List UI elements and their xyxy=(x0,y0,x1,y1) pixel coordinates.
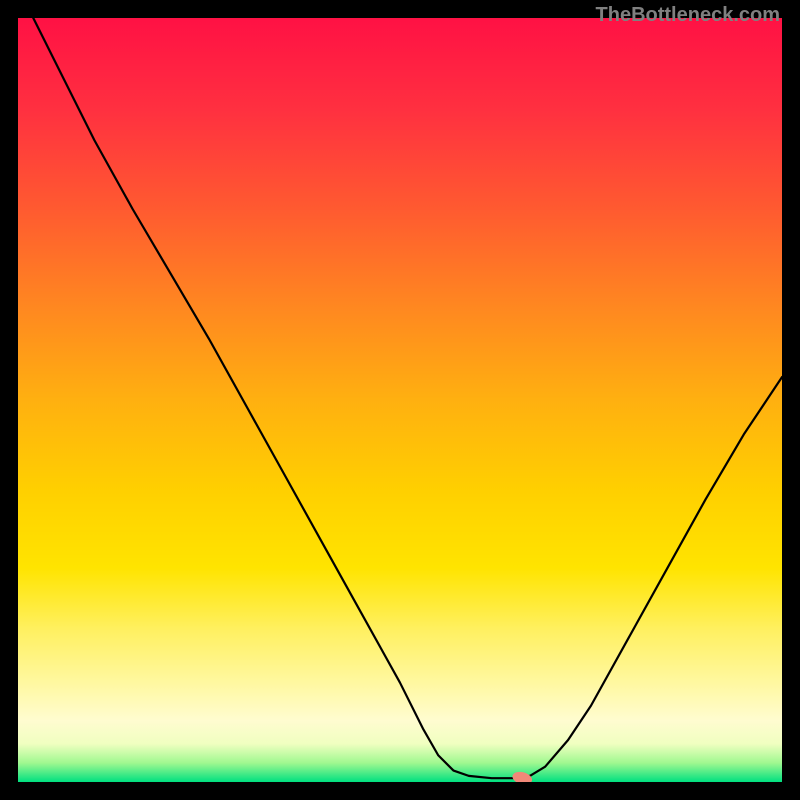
bottleneck-chart xyxy=(18,18,782,782)
chart-background xyxy=(18,18,782,782)
watermark-text: TheBottleneck.com xyxy=(596,4,780,27)
chart-svg xyxy=(18,18,782,782)
